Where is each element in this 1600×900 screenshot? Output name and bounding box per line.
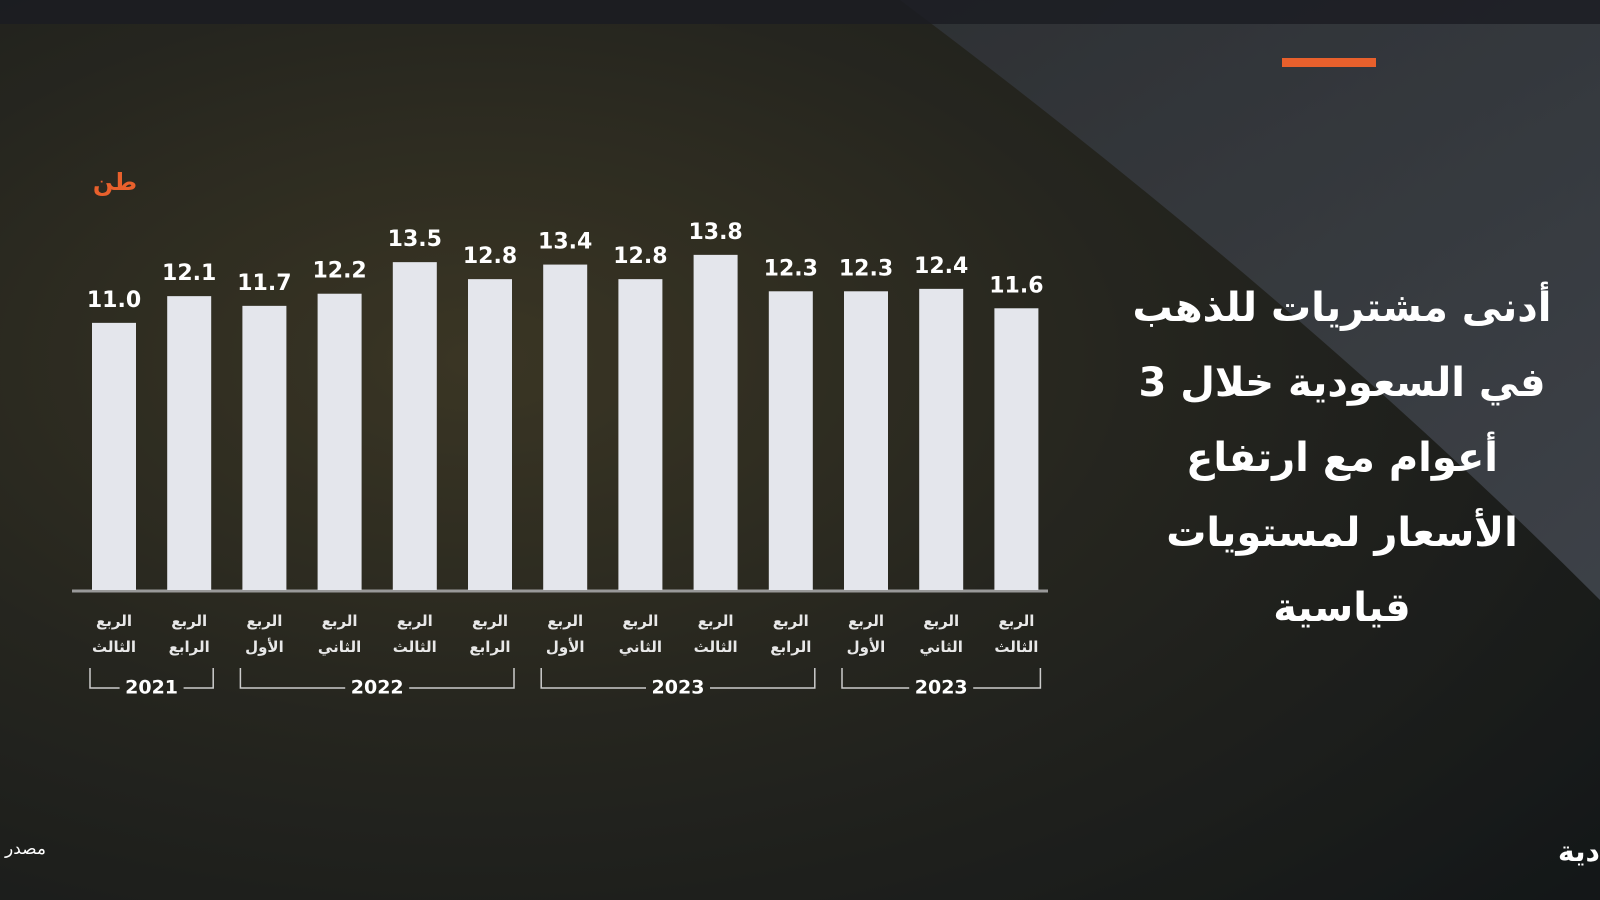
x-tick-label: الربع الثالث xyxy=(994,612,1038,656)
bar xyxy=(618,279,663,590)
x-tick-label: الربع الثاني xyxy=(619,612,662,656)
value-label: 12.3 xyxy=(839,256,893,281)
year-label: 2021 xyxy=(125,677,178,699)
x-tick-label: الربع الثالث xyxy=(393,612,437,656)
x-tick-label: الربع الثاني xyxy=(920,612,963,656)
accent-bar xyxy=(1282,58,1376,67)
bar xyxy=(392,262,437,590)
bar xyxy=(768,291,813,590)
x-tick-label: الربع الأول xyxy=(847,612,886,656)
value-label: 12.8 xyxy=(463,244,517,269)
bar xyxy=(994,308,1039,590)
x-tick-label: الربع الثالث xyxy=(92,612,136,656)
year-label: 2023 xyxy=(652,677,705,699)
value-label: 13.5 xyxy=(388,227,442,252)
bar xyxy=(92,322,136,590)
title-line: في السعودية خلال 3 xyxy=(1138,360,1545,406)
year-label: 2022 xyxy=(351,677,404,699)
value-label: 11.0 xyxy=(87,288,141,313)
title-line: قياسية xyxy=(1273,585,1410,631)
x-tick-label: الربع الرابع xyxy=(469,612,510,656)
year-bracket xyxy=(540,668,816,689)
title-line: الأسعار لمستويات xyxy=(1166,507,1518,556)
value-label: 13.4 xyxy=(538,230,592,255)
value-label: 13.8 xyxy=(688,220,742,245)
background-scoop xyxy=(900,0,1600,600)
x-tick-label: الربع الأول xyxy=(546,612,585,656)
x-tick-label: الربع الرابع xyxy=(169,612,210,656)
value-label: 12.3 xyxy=(764,256,818,281)
title-line: أدنى مشتريات للذهب xyxy=(1132,281,1551,331)
x-tick-label: الربع الرابع xyxy=(770,612,811,656)
x-tick-label: الربع الأول xyxy=(245,612,284,656)
value-label: 12.2 xyxy=(312,259,366,284)
source: مصدر البيانات: مجلس الذهب العالمي xyxy=(0,839,46,859)
unit-label: طن xyxy=(93,168,137,196)
brand-logo: الاقتصادية xyxy=(1558,835,1600,868)
year-bracket xyxy=(89,668,214,689)
bar xyxy=(317,293,362,590)
value-label: 12.4 xyxy=(914,254,968,279)
value-label: 12.8 xyxy=(613,244,667,269)
bar xyxy=(242,305,287,590)
year-bracket xyxy=(239,668,515,689)
x-tick-label: الربع الثاني xyxy=(318,612,361,656)
year-bracket xyxy=(841,668,1042,689)
value-label: 11.7 xyxy=(237,271,291,296)
title-line: أعوام مع ارتفاع xyxy=(1186,431,1498,481)
year-label: 2023 xyxy=(915,677,968,699)
bar xyxy=(919,288,964,590)
top-strip xyxy=(0,0,1600,24)
bar xyxy=(844,291,888,590)
bar xyxy=(543,264,588,590)
bar xyxy=(693,254,738,590)
value-label: 11.6 xyxy=(989,273,1043,298)
bar xyxy=(468,279,512,590)
value-label: 12.1 xyxy=(162,261,216,286)
x-tick-label: الربع الثالث xyxy=(694,612,738,656)
bar xyxy=(167,296,212,590)
